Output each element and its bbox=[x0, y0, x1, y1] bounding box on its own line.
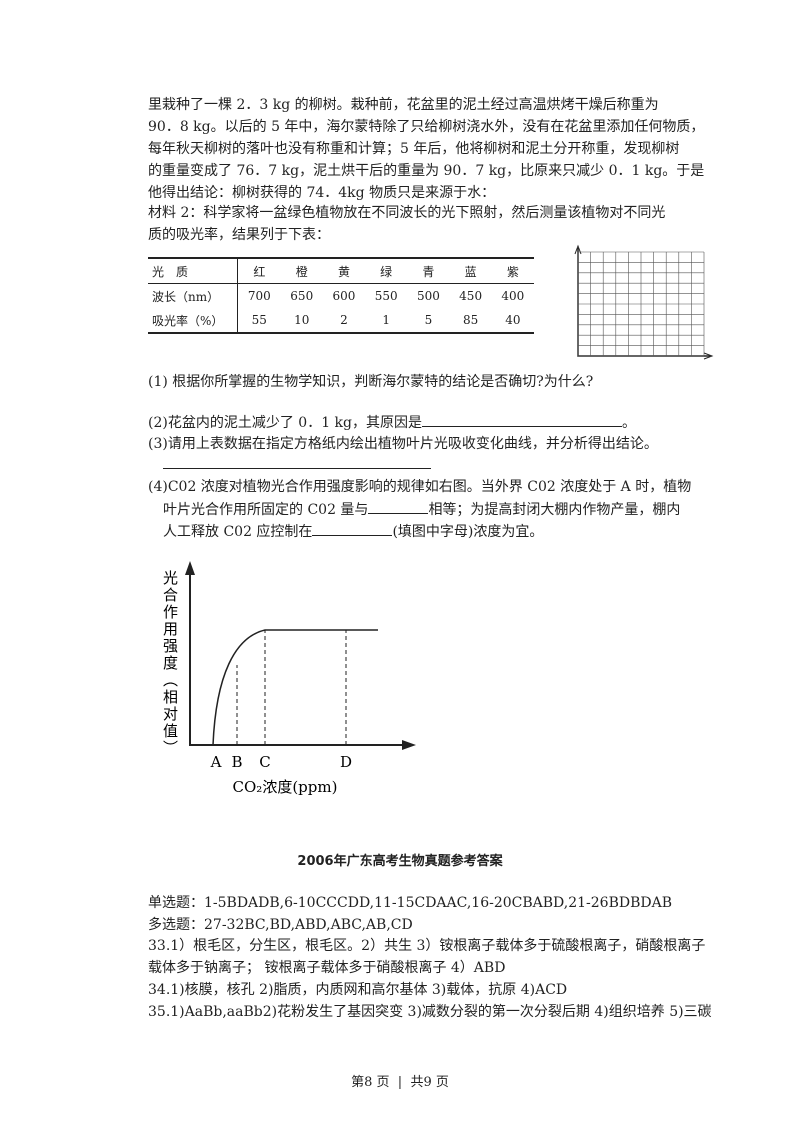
table-cell: 2 bbox=[340, 313, 348, 327]
table-cell: 1 bbox=[382, 313, 390, 327]
table-cell: 蓝 bbox=[449, 258, 492, 284]
answers-title: 2006年广东高考生物真题参考答案 bbox=[297, 854, 503, 869]
x-axis-label: CO₂浓度(ppm) bbox=[233, 778, 338, 796]
paragraph-line: 90．8 kg。以后的 5 年中，海尔蒙特除了只给柳树浇水外，没有在花盆里添加任… bbox=[148, 119, 705, 135]
answer-line: 单选题：1-5BDADB,6-10CCCDD,11-15CDAAC,16-20C… bbox=[148, 895, 673, 911]
footer: 第8 页 | 共9 页 bbox=[351, 1075, 449, 1090]
text: 。 bbox=[622, 415, 636, 431]
table-cell: 吸光率（%） bbox=[148, 308, 238, 333]
text: 叶片光合作用所固定的 C02 量与 bbox=[163, 502, 369, 518]
table-cell: 黄 bbox=[322, 258, 366, 284]
paragraph-line: 里栽种了一棵 2．3 kg 的柳树。栽种前，花盆里的泥土经过高温烘烤干燥后称重为 bbox=[148, 97, 659, 113]
question: (4)C02 浓度对植物光合作用强度影响的规律如右图。当外界 C02 浓度处于 … bbox=[148, 479, 692, 495]
answer-line: 35.1)AaBb,aaBb2)花粉发生了基因突变 3)减数分裂的第一次分裂后期… bbox=[148, 1004, 712, 1020]
table-cell: 55 bbox=[251, 313, 267, 327]
text: 人工释放 C02 应控制在 bbox=[163, 524, 313, 540]
answer-line: 多选题：27-32BC,BD,ABD,ABC,AB,CD bbox=[148, 917, 413, 933]
y-axis-label: 光合作用强度（相对值） bbox=[161, 570, 179, 757]
answer-line: 载体多于钠离子； 铵根离子载体多于硝酸根离子 4）ABD bbox=[148, 960, 506, 976]
table-cell: 红 bbox=[237, 258, 281, 284]
table-row: 吸光率（%） 55 10 2 1 5 85 40 bbox=[148, 308, 534, 333]
table-row: 波长（nm） 700 650 600 550 500 450 400 bbox=[148, 283, 534, 308]
blank bbox=[422, 412, 622, 427]
table-cell: 550 bbox=[374, 289, 398, 303]
paragraph-line: 每年秋天柳树的落叶也没有称重和计算；5 年后，他将柳树和泥土分开称重，发现柳树 bbox=[148, 141, 680, 157]
point-label: A bbox=[210, 753, 222, 771]
paragraph-line: 的重量变成了 76．7 kg，泥土烘干后的重量为 90．7 kg，比原来只减少 … bbox=[148, 163, 705, 179]
table-row: 光 质红橙黄绿青蓝紫 bbox=[148, 258, 534, 284]
table-cell: 40 bbox=[505, 313, 521, 327]
table-cell: 85 bbox=[462, 313, 479, 327]
table-cell: 650 bbox=[290, 289, 314, 303]
point-label: C bbox=[259, 753, 270, 771]
page-total: 共9 页 bbox=[410, 1075, 449, 1090]
table-cell: 波长（nm） bbox=[148, 283, 238, 308]
table-cell: 700 bbox=[247, 289, 271, 303]
table-cell: 橙 bbox=[280, 258, 323, 284]
text: 相等；为提高封闭大棚内作物产量，棚内 bbox=[428, 502, 681, 518]
paragraph-line: 他得出结论：柳树获得的 74．4kg 物质只是来源于水： bbox=[148, 185, 496, 201]
table-cell: 青 bbox=[407, 258, 450, 284]
co2-figure: 光合作用强度（相对值） A B C D CO₂浓度(ppm) bbox=[161, 561, 416, 796]
answer-line: 33.1）根毛区，分生区，根毛区。2）共生 3）铵根离子载体多于硫酸根离子，硝酸… bbox=[148, 938, 706, 954]
grid-paper bbox=[574, 244, 714, 360]
table-cell: 450 bbox=[459, 289, 483, 303]
table-cell: 600 bbox=[332, 289, 356, 303]
table-cell: 500 bbox=[416, 289, 440, 303]
table-cell: 光 质 bbox=[148, 258, 238, 284]
page-number: 第8 页 bbox=[351, 1075, 390, 1090]
question: 人工释放 C02 应控制在 (填图中字母)浓度为宜。 bbox=[163, 521, 543, 542]
table-cell: 紫 bbox=[491, 258, 534, 284]
point-label: B bbox=[231, 753, 242, 771]
table-cell: 10 bbox=[294, 313, 310, 327]
table-cell: 5 bbox=[424, 313, 433, 327]
paragraph-line: 材料 2：科学家将一盆绿色植物放在不同波长的光下照射，然后测量该植物对不同光 bbox=[148, 205, 666, 221]
text: (2)花盆内的泥土减少了 0．1 kg，其原因是 bbox=[148, 415, 422, 431]
question: 叶片光合作用所固定的 C02 量与 相等；为提高封闭大棚内作物产量，棚内 bbox=[163, 499, 680, 520]
answer-line bbox=[163, 468, 431, 469]
blank bbox=[312, 521, 393, 536]
point-label: D bbox=[340, 753, 352, 771]
blank bbox=[368, 499, 429, 514]
table-cell: 绿 bbox=[365, 258, 408, 284]
data-table: 光 质红橙黄绿青蓝紫波长（nm） 700 650 600 550 500 450 400 吸光率… bbox=[148, 257, 534, 334]
table-cell: 400 bbox=[501, 289, 525, 303]
question: (1) 根据你所掌握的生物学知识，判断海尔蒙特的结论是否确切?为什么? bbox=[148, 374, 594, 390]
answer-line: 34.1)核膜，核孔 2)脂质，内质网和高尔基体 3)载体，抗原 4)ACD bbox=[148, 982, 568, 998]
question: (2)花盆内的泥土减少了 0．1 kg，其原因是 。 bbox=[148, 412, 636, 433]
question: (3)请用上表数据在指定方格纸内绘出植物叶片光吸收变化曲线，并分析得出结论。 bbox=[148, 436, 658, 452]
text: (填图中字母)浓度为宜。 bbox=[392, 524, 544, 540]
paragraph-line: 质的吸光率，结果列于下表： bbox=[148, 227, 330, 243]
